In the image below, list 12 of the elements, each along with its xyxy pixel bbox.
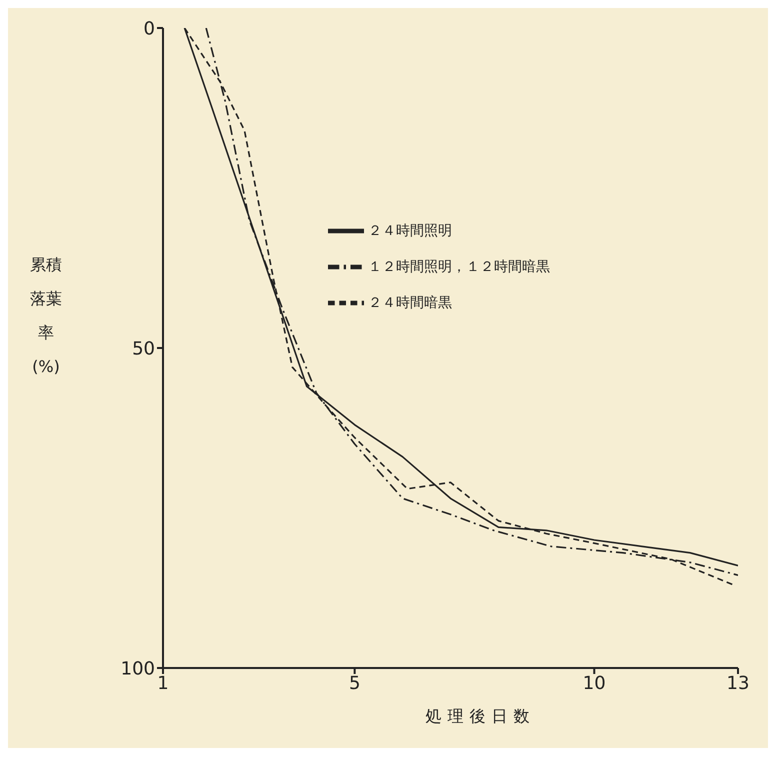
x-tick-label: 5 [348, 672, 360, 694]
legend-label: １２時間照明，１２時間暗黒 [368, 258, 550, 275]
y-axis-title: 累積落葉率(%) [29, 254, 63, 378]
x-tick-label: 1 [157, 672, 169, 694]
x-axis-title: 処理後日数 [426, 706, 536, 726]
x-tick-label: 10 [582, 672, 606, 694]
legend-label: ２４時間暗黒 [368, 294, 452, 311]
y-tick-label: 100 [120, 658, 155, 680]
legend-label: ２４時間照明 [368, 222, 452, 239]
y-tick-label: 50 [132, 338, 155, 360]
y-tick-label: 0 [144, 18, 155, 40]
x-tick-label: 13 [726, 672, 750, 694]
